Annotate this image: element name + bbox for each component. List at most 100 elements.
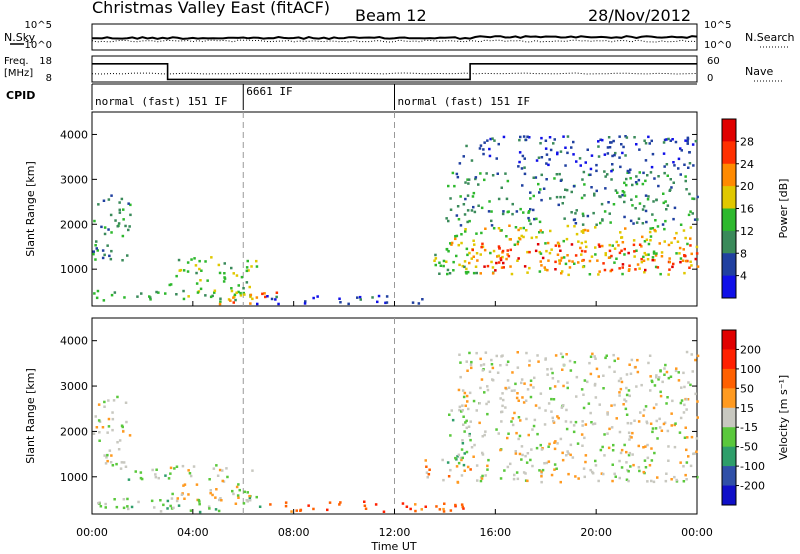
data-cell [221, 469, 224, 472]
freq-unit: [MHz] [4, 68, 33, 79]
data-cell [623, 247, 626, 251]
data-cell [504, 406, 507, 409]
data-cell [475, 409, 478, 412]
data-cell [249, 295, 252, 299]
data-cell [572, 153, 575, 156]
data-cell [162, 503, 165, 507]
data-cell [581, 223, 585, 226]
data-cell [489, 251, 492, 255]
data-cell [555, 195, 559, 199]
data-cell [545, 153, 549, 156]
data-cell [136, 295, 139, 298]
data-cell [675, 478, 678, 482]
data-cell [486, 468, 489, 471]
data-cell [567, 452, 570, 455]
data-cell [559, 437, 563, 441]
data-cell [468, 219, 471, 223]
data-cell [656, 437, 659, 440]
data-cell [520, 167, 524, 170]
data-cell [635, 385, 638, 388]
data-cell [128, 434, 132, 437]
data-cell [624, 400, 628, 403]
data-cell [615, 417, 618, 420]
data-cell [558, 259, 561, 262]
data-cell [652, 252, 656, 255]
data-cell [126, 497, 129, 501]
data-cell [447, 475, 451, 478]
data-cell [580, 241, 584, 245]
data-cell [290, 510, 293, 513]
data-cell [619, 231, 622, 234]
data-cell [518, 434, 522, 438]
data-cell [533, 217, 536, 221]
data-cell [230, 289, 234, 293]
data-cell [102, 299, 106, 302]
data-cell [503, 469, 506, 472]
data-cell [502, 398, 505, 402]
data-cell [626, 171, 629, 174]
data-cell [499, 258, 503, 262]
data-cell [363, 504, 367, 507]
data-cell [564, 262, 568, 266]
data-cell [116, 225, 119, 228]
data-cell [618, 195, 621, 198]
data-cell [641, 182, 645, 186]
data-cell [558, 262, 561, 265]
data-cell [111, 417, 115, 421]
data-cell [434, 253, 437, 257]
data-cell [479, 386, 482, 390]
data-cell [463, 391, 467, 395]
data-cell [685, 188, 688, 191]
data-cell [471, 195, 475, 198]
data-cell [635, 221, 639, 224]
data-cell [630, 358, 634, 362]
data-cell [439, 264, 443, 267]
data-cell [658, 417, 661, 421]
data-cell [177, 504, 181, 507]
data-cell [433, 259, 436, 262]
data-cell [553, 468, 556, 471]
data-cell [457, 243, 460, 247]
data-cell [635, 175, 638, 178]
data-cell [122, 506, 126, 510]
data-cell [186, 261, 190, 264]
data-cell [455, 465, 459, 468]
data-cell [634, 365, 637, 369]
data-cell [216, 474, 220, 477]
data-cell [628, 451, 632, 455]
data-cell [648, 464, 652, 467]
data-cell [544, 242, 547, 245]
data-cell [679, 416, 683, 420]
data-cell [531, 464, 534, 468]
data-cell [464, 271, 468, 274]
data-cell [669, 178, 672, 181]
data-cell [647, 195, 650, 198]
data-cell [583, 475, 586, 479]
data-cell [569, 443, 573, 447]
nave-label: Nave [745, 65, 773, 78]
data-cell [463, 469, 466, 472]
data-cell [155, 290, 158, 294]
data-cell [217, 509, 221, 513]
data-cell [480, 378, 484, 381]
data-cell [505, 197, 509, 201]
data-cell [565, 454, 568, 457]
data-cell [642, 446, 645, 449]
data-cell [98, 431, 101, 434]
data-cell [456, 455, 459, 458]
data-cell [638, 171, 641, 174]
data-cell [544, 409, 547, 412]
data-cell [475, 464, 479, 467]
data-cell [689, 210, 692, 213]
colorbar-tick-label: 24 [740, 158, 754, 171]
colorbar-tick-label: -50 [740, 441, 758, 454]
data-cell [540, 198, 543, 202]
data-cell [678, 431, 682, 434]
data-cell [478, 421, 481, 425]
data-cell [564, 420, 568, 423]
data-cell [613, 370, 616, 373]
data-cell [303, 302, 307, 305]
data-cell [169, 283, 173, 286]
data-cell [613, 247, 617, 250]
data-cell [691, 197, 694, 200]
